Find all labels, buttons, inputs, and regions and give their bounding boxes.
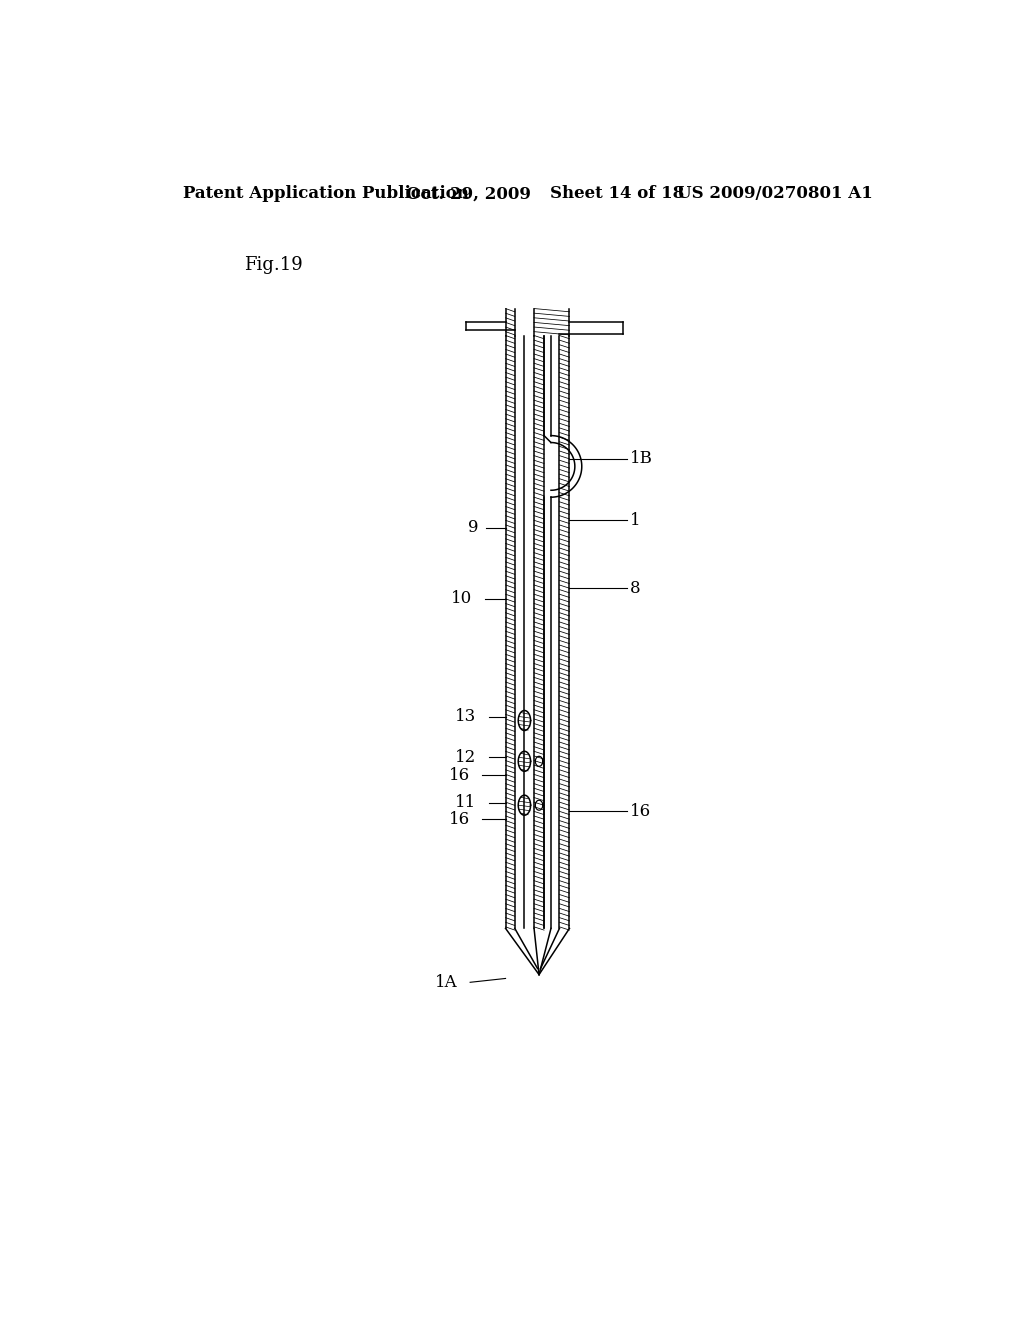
- Text: Fig.19: Fig.19: [245, 256, 303, 275]
- Text: 8: 8: [630, 579, 640, 597]
- Text: 16: 16: [449, 810, 470, 828]
- Text: 13: 13: [455, 708, 476, 725]
- Text: 1: 1: [630, 512, 640, 529]
- Text: 10: 10: [452, 590, 472, 607]
- Text: 16: 16: [449, 767, 470, 784]
- Text: 1B: 1B: [630, 450, 652, 467]
- Text: 16: 16: [630, 803, 650, 820]
- Text: Patent Application Publication: Patent Application Publication: [183, 185, 469, 202]
- Text: 1A: 1A: [435, 974, 458, 991]
- Text: 12: 12: [455, 748, 476, 766]
- Text: Oct. 29, 2009: Oct. 29, 2009: [407, 185, 531, 202]
- Text: US 2009/0270801 A1: US 2009/0270801 A1: [677, 185, 873, 202]
- Text: 9: 9: [468, 520, 478, 536]
- Text: Sheet 14 of 18: Sheet 14 of 18: [550, 185, 684, 202]
- Text: 11: 11: [455, 795, 476, 812]
